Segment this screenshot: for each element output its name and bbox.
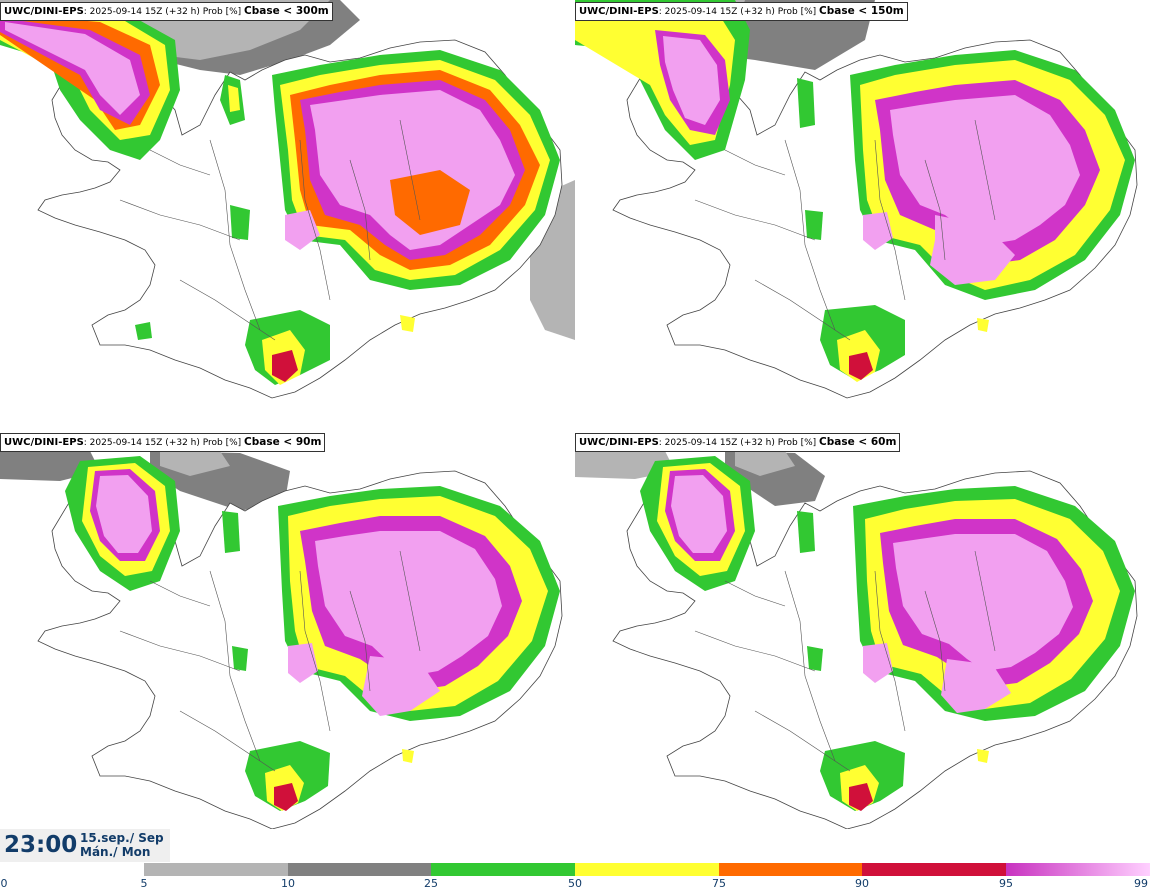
colorbar-bin-10-25 — [288, 863, 431, 876]
panel-title: UWC/DINI-EPS: 2025-09-14 15Z (+32 h) Pro… — [575, 433, 901, 452]
panel-source: UWC/DINI-EPS — [579, 437, 659, 448]
panel-meta: : 2025-09-14 15Z (+32 h) Prob [%] — [658, 438, 817, 448]
colorbar-bin-25-50 — [431, 863, 575, 876]
panel-meta: : 2025-09-14 15Z (+32 h) Prob [%] — [83, 7, 242, 17]
panel-threshold: Cbase < 90m — [244, 436, 322, 448]
valid-time: 23:00 — [4, 832, 78, 858]
map-panel-cbase-300: UWC/DINI-EPS: 2025-09-14 15Z (+32 h) Pro… — [0, 0, 575, 430]
colorbar-tick-label: 95 — [999, 877, 1013, 890]
colorbar-bin-75-90 — [719, 863, 862, 876]
valid-time-box: 23:00 15.sep./ Sep Mán./ Mon — [0, 829, 170, 862]
map-panel-cbase-60: UWC/DINI-EPS: 2025-09-14 15Z (+32 h) Pro… — [575, 431, 1150, 861]
colorbar-tick-label: 25 — [424, 877, 438, 890]
prob-fields — [640, 456, 1135, 811]
map-panel-cbase-150: UWC/DINI-EPS: 2025-09-14 15Z (+32 h) Pro… — [575, 0, 1150, 430]
panel-meta: : 2025-09-14 15Z (+32 h) Prob [%] — [658, 7, 817, 17]
prob-fields — [65, 456, 560, 811]
colorbar-tick-label: 50 — [568, 877, 582, 890]
panel-source: UWC/DINI-EPS — [579, 6, 659, 17]
background-gray-fields — [575, 449, 825, 506]
probability-map — [575, 0, 1138, 399]
colorbar-tick-label: 99 — [1134, 877, 1148, 890]
colorbar-tick-label: 0 — [0, 877, 8, 890]
valid-date: 15.sep./ Sep Mán./ Mon — [80, 831, 164, 859]
panel-threshold: Cbase < 300m — [244, 5, 329, 17]
panel-title: UWC/DINI-EPS: 2025-09-14 15Z (+32 h) Pro… — [0, 2, 333, 21]
colorbar-bin-5-10 — [144, 863, 288, 876]
colorbar-bin-0-5 — [0, 863, 144, 876]
colorbar-tick-label: 90 — [855, 877, 869, 890]
probability-map — [0, 449, 563, 829]
colorbar-bin-90-95 — [862, 863, 1006, 876]
panel-source: UWC/DINI-EPS — [4, 6, 84, 17]
map-panel-cbase-90: UWC/DINI-EPS: 2025-09-14 15Z (+32 h) Pro… — [0, 431, 575, 861]
valid-day-line: Mán./ Mon — [80, 845, 151, 859]
panel-title: UWC/DINI-EPS: 2025-09-14 15Z (+32 h) Pro… — [0, 433, 326, 452]
prob-fields — [575, 0, 1135, 382]
colorbar-tick-label: 75 — [712, 877, 726, 890]
colorbar-bin-95-99 — [1006, 863, 1150, 876]
colorbar-tick-label: 5 — [140, 877, 148, 890]
valid-date-line: 15.sep./ Sep — [80, 831, 164, 845]
colorbar-bin-50-75 — [575, 863, 719, 876]
panel-meta: : 2025-09-14 15Z (+32 h) Prob [%] — [83, 438, 242, 448]
probability-map — [0, 0, 575, 399]
prob-fields — [0, 10, 560, 385]
panel-threshold: Cbase < 60m — [819, 436, 897, 448]
panel-threshold: Cbase < 150m — [819, 5, 904, 17]
probability-map — [575, 449, 1138, 829]
probability-colorbar: 0 5 10 25 50 75 90 95 99 — [0, 862, 1150, 891]
colorbar-tick-label: 10 — [281, 877, 295, 890]
panel-source: UWC/DINI-EPS — [4, 437, 84, 448]
panel-title: UWC/DINI-EPS: 2025-09-14 15Z (+32 h) Pro… — [575, 2, 908, 21]
